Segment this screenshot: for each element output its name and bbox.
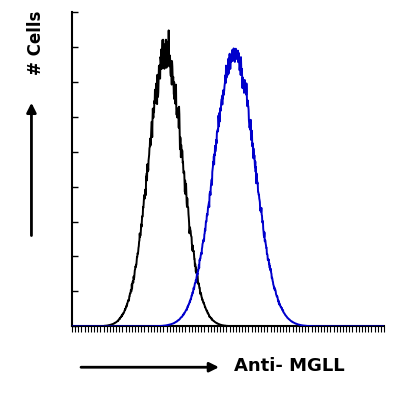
- Text: Anti- MGLL: Anti- MGLL: [234, 357, 345, 375]
- Text: # Cells: # Cells: [27, 10, 45, 75]
